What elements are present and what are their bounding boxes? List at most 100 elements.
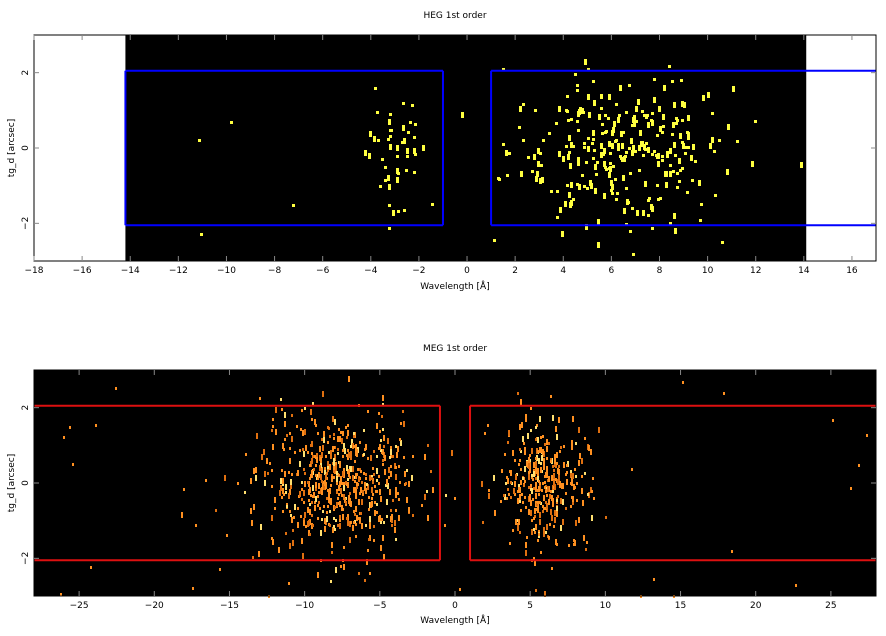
x-tick-label: 10 xyxy=(702,266,714,276)
event-point xyxy=(338,485,340,491)
event-point xyxy=(325,474,327,480)
event-point xyxy=(328,451,330,454)
event-point xyxy=(293,516,295,519)
event-point xyxy=(584,59,587,65)
event-point xyxy=(426,490,428,493)
event-point xyxy=(374,501,376,504)
event-point xyxy=(641,110,644,113)
event-point xyxy=(291,473,293,476)
event-point xyxy=(554,510,556,516)
event-point xyxy=(301,488,303,491)
event-point xyxy=(399,481,401,484)
event-point xyxy=(569,163,572,169)
event-point xyxy=(281,469,283,472)
event-point xyxy=(520,450,522,453)
event-point xyxy=(527,433,529,439)
event-point xyxy=(352,466,354,472)
event-point xyxy=(271,537,273,540)
event-point xyxy=(528,471,530,474)
event-point xyxy=(550,395,552,398)
event-point xyxy=(550,490,552,493)
event-point xyxy=(445,494,447,497)
event-point xyxy=(518,484,520,487)
x-tick-label: 20 xyxy=(750,601,762,611)
event-point xyxy=(559,482,561,488)
event-point xyxy=(373,473,375,476)
event-point xyxy=(288,582,290,585)
event-point xyxy=(358,499,360,505)
event-point xyxy=(345,503,347,506)
event-point xyxy=(547,486,549,492)
event-point xyxy=(576,482,578,485)
event-point xyxy=(590,449,592,455)
event-point xyxy=(533,517,535,520)
event-point xyxy=(309,487,311,493)
event-point xyxy=(337,448,339,451)
event-point xyxy=(587,94,590,100)
event-point xyxy=(219,568,221,571)
event-point xyxy=(572,502,574,505)
event-point xyxy=(611,143,614,149)
event-point xyxy=(308,520,310,526)
x-tick-label: 16 xyxy=(846,266,858,276)
event-point xyxy=(348,376,350,382)
event-point xyxy=(337,524,339,527)
event-point xyxy=(559,450,561,453)
event-point xyxy=(384,455,386,461)
event-point xyxy=(392,499,394,502)
event-point xyxy=(392,210,395,216)
event-point xyxy=(289,543,291,549)
event-point xyxy=(312,524,314,527)
event-point xyxy=(659,126,662,132)
event-point xyxy=(506,497,508,500)
event-point xyxy=(698,180,701,186)
event-point xyxy=(269,462,271,465)
event-point xyxy=(353,487,355,493)
event-point xyxy=(500,500,502,503)
event-point xyxy=(566,464,568,467)
event-point xyxy=(347,430,349,436)
event-point xyxy=(647,199,650,202)
event-point xyxy=(281,408,283,411)
event-point xyxy=(451,450,453,456)
event-point xyxy=(678,158,681,164)
y-tick-label: 0 xyxy=(21,480,31,486)
event-point xyxy=(336,491,338,494)
event-point xyxy=(493,239,496,242)
event-point xyxy=(400,422,402,425)
event-point xyxy=(503,494,505,497)
event-point xyxy=(502,68,505,71)
event-point xyxy=(372,467,374,470)
event-point xyxy=(311,458,313,464)
event-point xyxy=(537,476,539,482)
event-point xyxy=(558,465,560,468)
x-tick-label: −16 xyxy=(73,266,92,276)
event-point xyxy=(578,184,581,190)
event-point xyxy=(331,542,333,548)
event-point xyxy=(685,146,688,149)
event-point xyxy=(355,493,357,499)
event-point xyxy=(320,457,322,463)
event-point xyxy=(537,148,540,154)
event-point xyxy=(330,484,332,487)
event-point xyxy=(538,533,540,536)
event-point xyxy=(409,121,412,124)
event-point xyxy=(300,515,302,518)
event-point xyxy=(368,508,370,511)
event-point xyxy=(387,175,390,181)
event-point xyxy=(526,536,528,539)
event-point xyxy=(386,515,388,518)
event-point xyxy=(538,480,540,483)
event-point xyxy=(604,114,607,117)
event-point xyxy=(398,498,400,501)
event-point xyxy=(363,472,365,475)
event-point xyxy=(312,485,314,491)
event-point xyxy=(357,468,359,471)
event-point xyxy=(333,525,335,528)
event-point xyxy=(519,448,521,451)
event-point xyxy=(312,495,314,498)
event-point xyxy=(576,89,579,92)
event-point xyxy=(373,525,375,528)
event-point xyxy=(373,136,376,142)
event-point xyxy=(494,510,496,516)
